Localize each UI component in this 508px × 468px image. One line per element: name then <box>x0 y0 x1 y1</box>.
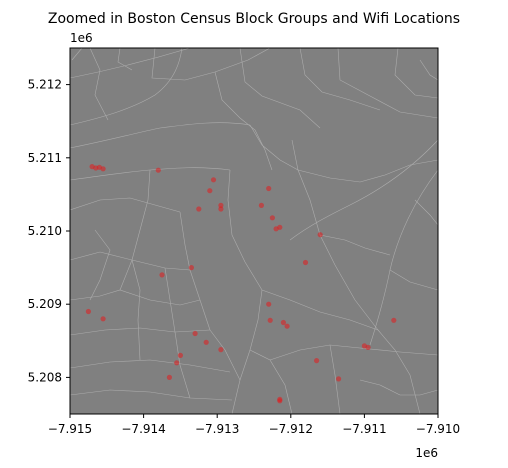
census-block-boundary <box>414 199 438 226</box>
wifi-point <box>210 177 217 183</box>
census-block-boundary <box>359 159 438 183</box>
census-block-boundary <box>261 289 379 331</box>
census-block-boundary <box>377 329 421 414</box>
x-tick-label: −7.910 <box>416 422 460 436</box>
y-tick-label: 5.208 <box>28 370 62 384</box>
y-tick-label: 5.212 <box>28 78 62 92</box>
wifi-point <box>336 376 342 382</box>
census-block-boundary <box>70 197 181 213</box>
wifi-point <box>314 358 320 364</box>
wifi-point <box>317 232 323 238</box>
wifi-point <box>277 398 283 404</box>
census-block-boundary <box>249 349 293 414</box>
wifi-point <box>159 272 165 278</box>
x-tick-label: −7.913 <box>195 422 239 436</box>
census-block-boundary <box>359 379 401 396</box>
wifi-point <box>166 374 172 380</box>
census-block-boundary <box>164 267 191 399</box>
census-block-boundary <box>70 289 201 306</box>
x-offset-label: 1e6 <box>415 446 438 460</box>
census-block-boundary <box>209 329 241 381</box>
census-block-boundaries <box>70 48 438 414</box>
wifi-point <box>188 265 194 271</box>
wifi-point <box>302 259 309 266</box>
wifi-point <box>266 185 272 192</box>
x-tick-label: −7.914 <box>121 422 165 436</box>
y-tick-label: 5.209 <box>28 297 62 311</box>
census-block-boundary <box>389 269 438 291</box>
census-block-boundary <box>369 169 438 346</box>
wifi-point <box>218 347 224 353</box>
wifi-point <box>267 317 273 323</box>
wifi-point <box>266 301 272 307</box>
census-block-boundary <box>70 359 231 373</box>
x-tick-label: −7.911 <box>342 422 386 436</box>
wifi-point <box>258 202 264 208</box>
wifi-point <box>391 317 397 323</box>
wifi-point <box>284 323 290 329</box>
y-offset-label: 1e6 <box>70 31 93 45</box>
census-block-boundary <box>249 124 361 183</box>
y-tick-label: 5.210 <box>28 224 62 238</box>
y-axis: 5.208 5.209 5.210 5.211 5.212 <box>28 78 70 384</box>
wifi-locations <box>85 164 397 404</box>
census-block-boundary <box>289 139 438 241</box>
wifi-point <box>277 224 283 230</box>
x-tick-label: −7.912 <box>269 422 313 436</box>
wifi-point <box>174 360 180 366</box>
census-block-boundary <box>394 48 438 99</box>
census-block-boundary <box>119 169 151 291</box>
census-block-boundary <box>419 59 438 81</box>
wifi-point <box>155 167 161 173</box>
x-tick-label: −7.915 <box>48 422 92 436</box>
census-block-boundary <box>299 48 381 111</box>
census-block-boundary <box>70 48 183 126</box>
wifi-point <box>280 319 286 326</box>
wifi-point <box>100 166 106 172</box>
census-block-boundary <box>70 122 251 149</box>
census-block-boundary <box>337 48 438 119</box>
census-block-boundary <box>70 389 233 401</box>
census-block-boundary <box>329 344 341 414</box>
wifi-point <box>269 215 275 221</box>
wifi-point <box>203 339 209 345</box>
census-block-boundary <box>89 229 111 301</box>
wifi-point <box>192 330 198 337</box>
census-block-boundary <box>70 327 211 336</box>
wifi-point <box>207 188 213 194</box>
wifi-point <box>196 206 202 212</box>
wifi-point <box>365 344 371 350</box>
census-block-boundary <box>131 259 141 361</box>
wifi-point <box>85 308 91 315</box>
census-block-boundary <box>400 389 438 396</box>
census-block-boundary <box>70 48 191 79</box>
census-block-boundary <box>117 48 133 71</box>
wifi-point <box>218 206 224 212</box>
census-block-boundary <box>269 344 438 361</box>
census-block-boundary <box>214 71 273 171</box>
census-block-boundary <box>71 48 83 61</box>
census-block-boundary <box>239 48 321 129</box>
chart-title: Zoomed in Boston Census Block Groups and… <box>48 11 460 27</box>
wifi-point <box>218 202 224 208</box>
census-block-boundary <box>227 169 263 291</box>
census-block-boundary <box>151 48 271 81</box>
wifi-point <box>100 316 106 322</box>
wifi-point <box>177 352 183 358</box>
y-tick-label: 5.211 <box>28 151 62 165</box>
x-axis: −7.915 −7.914 −7.913 −7.912 −7.911 −7.910 <box>48 414 460 436</box>
census-block-boundary <box>319 234 391 256</box>
census-block-boundary <box>89 48 109 121</box>
